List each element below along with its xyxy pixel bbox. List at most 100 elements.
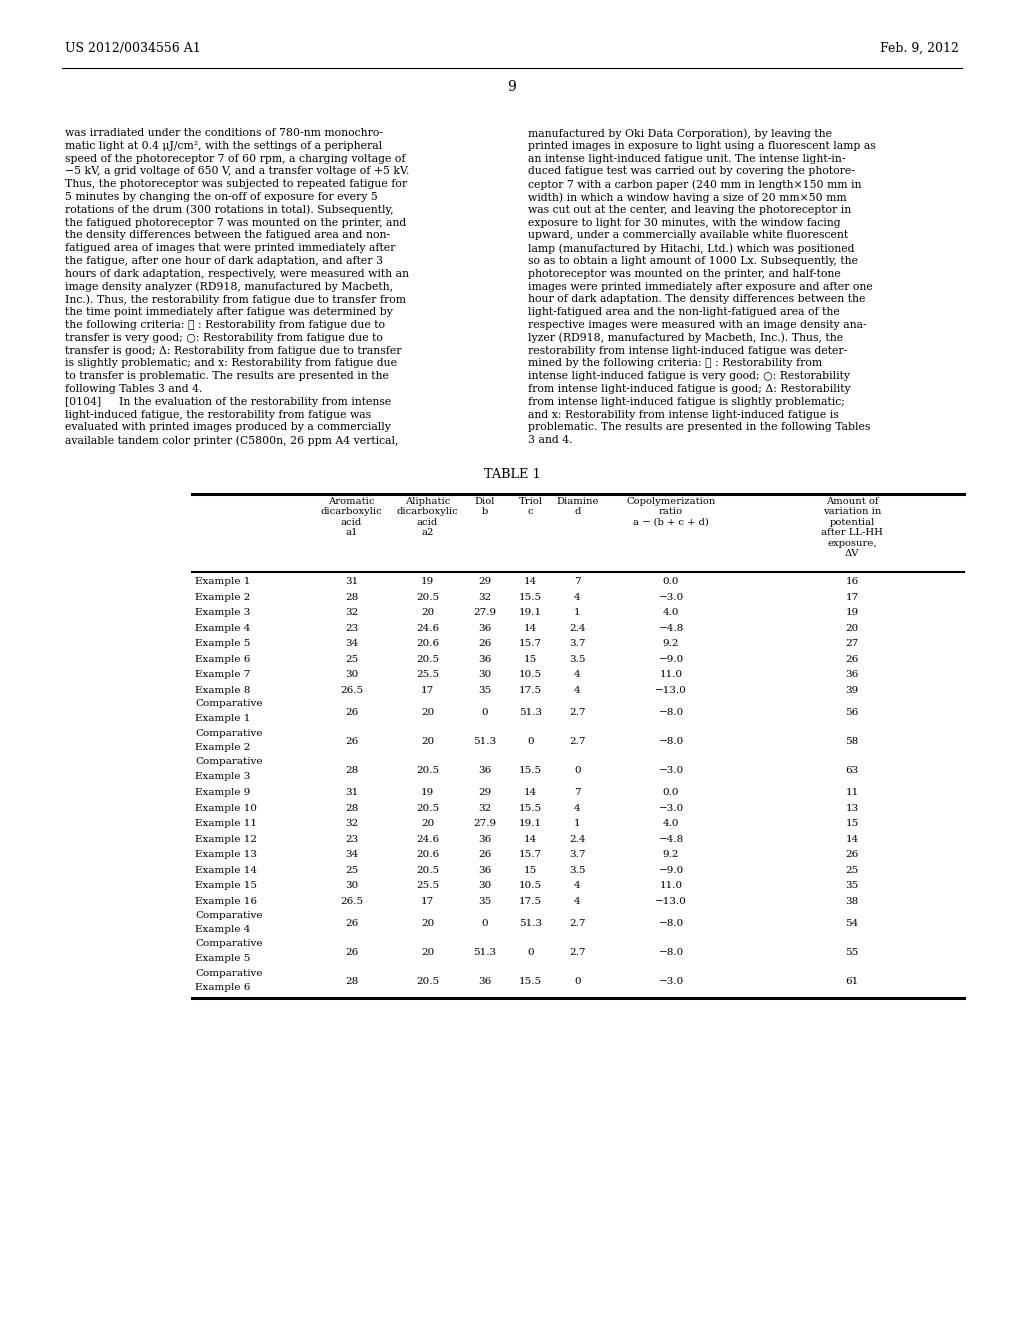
Text: Aromatic
dicarboxylic
acid
a1: Aromatic dicarboxylic acid a1 <box>321 498 382 537</box>
Text: was irradiated under the conditions of 780-nm monochro-: was irradiated under the conditions of 7… <box>65 128 383 139</box>
Text: Example 1: Example 1 <box>195 714 251 723</box>
Text: 20: 20 <box>421 919 434 928</box>
Text: Thus, the photoreceptor was subjected to repeated fatigue for: Thus, the photoreceptor was subjected to… <box>65 180 408 189</box>
Text: 15.5: 15.5 <box>519 593 542 602</box>
Text: 14: 14 <box>524 788 538 797</box>
Text: Example 5: Example 5 <box>195 954 251 964</box>
Text: −8.0: −8.0 <box>658 708 684 717</box>
Text: 26: 26 <box>478 850 492 859</box>
Text: Example 9: Example 9 <box>195 788 251 797</box>
Text: Comparative: Comparative <box>195 911 262 920</box>
Text: Example 2: Example 2 <box>195 743 251 752</box>
Text: 14: 14 <box>846 834 859 843</box>
Text: 10.5: 10.5 <box>519 882 542 890</box>
Text: 30: 30 <box>345 882 358 890</box>
Text: 36: 36 <box>478 977 492 986</box>
Text: Comparative: Comparative <box>195 700 262 709</box>
Text: 26: 26 <box>345 737 358 746</box>
Text: 32: 32 <box>345 609 358 618</box>
Text: Diamine
d: Diamine d <box>556 498 599 516</box>
Text: 2.7: 2.7 <box>569 737 586 746</box>
Text: 63: 63 <box>846 766 859 775</box>
Text: 36: 36 <box>478 834 492 843</box>
Text: available tandem color printer (C5800n, 26 ppm A4 vertical,: available tandem color printer (C5800n, … <box>65 436 398 446</box>
Text: 26: 26 <box>846 850 859 859</box>
Text: Example 5: Example 5 <box>195 639 251 648</box>
Text: −8.0: −8.0 <box>658 948 684 957</box>
Text: the fatigue, after one hour of dark adaptation, and after 3: the fatigue, after one hour of dark adap… <box>65 256 383 267</box>
Text: −5 kV, a grid voltage of 650 V, and a transfer voltage of +5 kV.: −5 kV, a grid voltage of 650 V, and a tr… <box>65 166 410 177</box>
Text: an intense light-induced fatigue unit. The intense light-in-: an intense light-induced fatigue unit. T… <box>528 153 846 164</box>
Text: 25: 25 <box>345 866 358 875</box>
Text: 15.7: 15.7 <box>519 639 542 648</box>
Text: −3.0: −3.0 <box>658 977 684 986</box>
Text: 3.5: 3.5 <box>569 866 586 875</box>
Text: 20.6: 20.6 <box>416 639 439 648</box>
Text: 11.0: 11.0 <box>659 882 683 890</box>
Text: Example 3: Example 3 <box>195 609 251 618</box>
Text: Feb. 9, 2012: Feb. 9, 2012 <box>880 42 959 55</box>
Text: 27.9: 27.9 <box>473 609 497 618</box>
Text: Aliphatic
dicarboxylic
acid
a2: Aliphatic dicarboxylic acid a2 <box>396 498 459 537</box>
Text: matic light at 0.4 μJ/cm², with the settings of a peripheral: matic light at 0.4 μJ/cm², with the sett… <box>65 141 382 150</box>
Text: and x: Restorability from intense light-induced fatigue is: and x: Restorability from intense light-… <box>528 409 839 420</box>
Text: 39: 39 <box>846 686 859 694</box>
Text: 20: 20 <box>421 737 434 746</box>
Text: 4.0: 4.0 <box>663 609 679 618</box>
Text: Amount of
variation in
potential
after LL-HH
exposure,
ΔV: Amount of variation in potential after L… <box>821 498 883 558</box>
Text: 3.7: 3.7 <box>569 639 586 648</box>
Text: 7: 7 <box>574 577 581 586</box>
Text: 58: 58 <box>846 737 859 746</box>
Text: Example 10: Example 10 <box>195 804 257 813</box>
Text: 51.3: 51.3 <box>519 919 542 928</box>
Text: Example 3: Example 3 <box>195 772 251 781</box>
Text: fatigued area of images that were printed immediately after: fatigued area of images that were printe… <box>65 243 395 253</box>
Text: −8.0: −8.0 <box>658 737 684 746</box>
Text: the fatigued photoreceptor 7 was mounted on the printer, and: the fatigued photoreceptor 7 was mounted… <box>65 218 407 227</box>
Text: 20.5: 20.5 <box>416 655 439 664</box>
Text: 23: 23 <box>345 834 358 843</box>
Text: 32: 32 <box>478 593 492 602</box>
Text: Example 4: Example 4 <box>195 925 251 935</box>
Text: 15.5: 15.5 <box>519 977 542 986</box>
Text: Example 15: Example 15 <box>195 882 257 890</box>
Text: evaluated with printed images produced by a commercially: evaluated with printed images produced b… <box>65 422 391 433</box>
Text: Comparative: Comparative <box>195 758 262 767</box>
Text: following Tables 3 and 4.: following Tables 3 and 4. <box>65 384 203 393</box>
Text: Example 14: Example 14 <box>195 866 257 875</box>
Text: lamp (manufactured by Hitachi, Ltd.) which was positioned: lamp (manufactured by Hitachi, Ltd.) whi… <box>528 243 854 253</box>
Text: 17: 17 <box>846 593 859 602</box>
Text: restorability from intense light-induced fatigue was deter-: restorability from intense light-induced… <box>528 346 847 355</box>
Text: 25.5: 25.5 <box>416 882 439 890</box>
Text: Triol
c: Triol c <box>518 498 543 516</box>
Text: Example 13: Example 13 <box>195 850 257 859</box>
Text: 32: 32 <box>345 820 358 828</box>
Text: 25: 25 <box>345 655 358 664</box>
Text: 11.0: 11.0 <box>659 671 683 680</box>
Text: ceptor 7 with a carbon paper (240 mm in length×150 mm in: ceptor 7 with a carbon paper (240 mm in … <box>528 180 861 190</box>
Text: 7: 7 <box>574 788 581 797</box>
Text: speed of the photoreceptor 7 of 60 rpm, a charging voltage of: speed of the photoreceptor 7 of 60 rpm, … <box>65 153 406 164</box>
Text: from intense light-induced fatigue is slightly problematic;: from intense light-induced fatigue is sl… <box>528 397 845 407</box>
Text: 11: 11 <box>846 788 859 797</box>
Text: 0: 0 <box>481 708 488 717</box>
Text: 26: 26 <box>345 948 358 957</box>
Text: lyzer (RD918, manufactured by Macbeth, Inc.). Thus, the: lyzer (RD918, manufactured by Macbeth, I… <box>528 333 843 343</box>
Text: 27.9: 27.9 <box>473 820 497 828</box>
Text: 34: 34 <box>345 850 358 859</box>
Text: Example 4: Example 4 <box>195 624 251 632</box>
Text: 30: 30 <box>478 671 492 680</box>
Text: 1: 1 <box>574 820 581 828</box>
Text: −3.0: −3.0 <box>658 804 684 813</box>
Text: 0: 0 <box>574 766 581 775</box>
Text: 4: 4 <box>574 896 581 906</box>
Text: 20.6: 20.6 <box>416 850 439 859</box>
Text: −4.8: −4.8 <box>658 834 684 843</box>
Text: 35: 35 <box>846 882 859 890</box>
Text: 26: 26 <box>478 639 492 648</box>
Text: 26: 26 <box>846 655 859 664</box>
Text: −4.8: −4.8 <box>658 624 684 632</box>
Text: TABLE 1: TABLE 1 <box>483 469 541 480</box>
Text: 38: 38 <box>846 896 859 906</box>
Text: Example 8: Example 8 <box>195 686 251 694</box>
